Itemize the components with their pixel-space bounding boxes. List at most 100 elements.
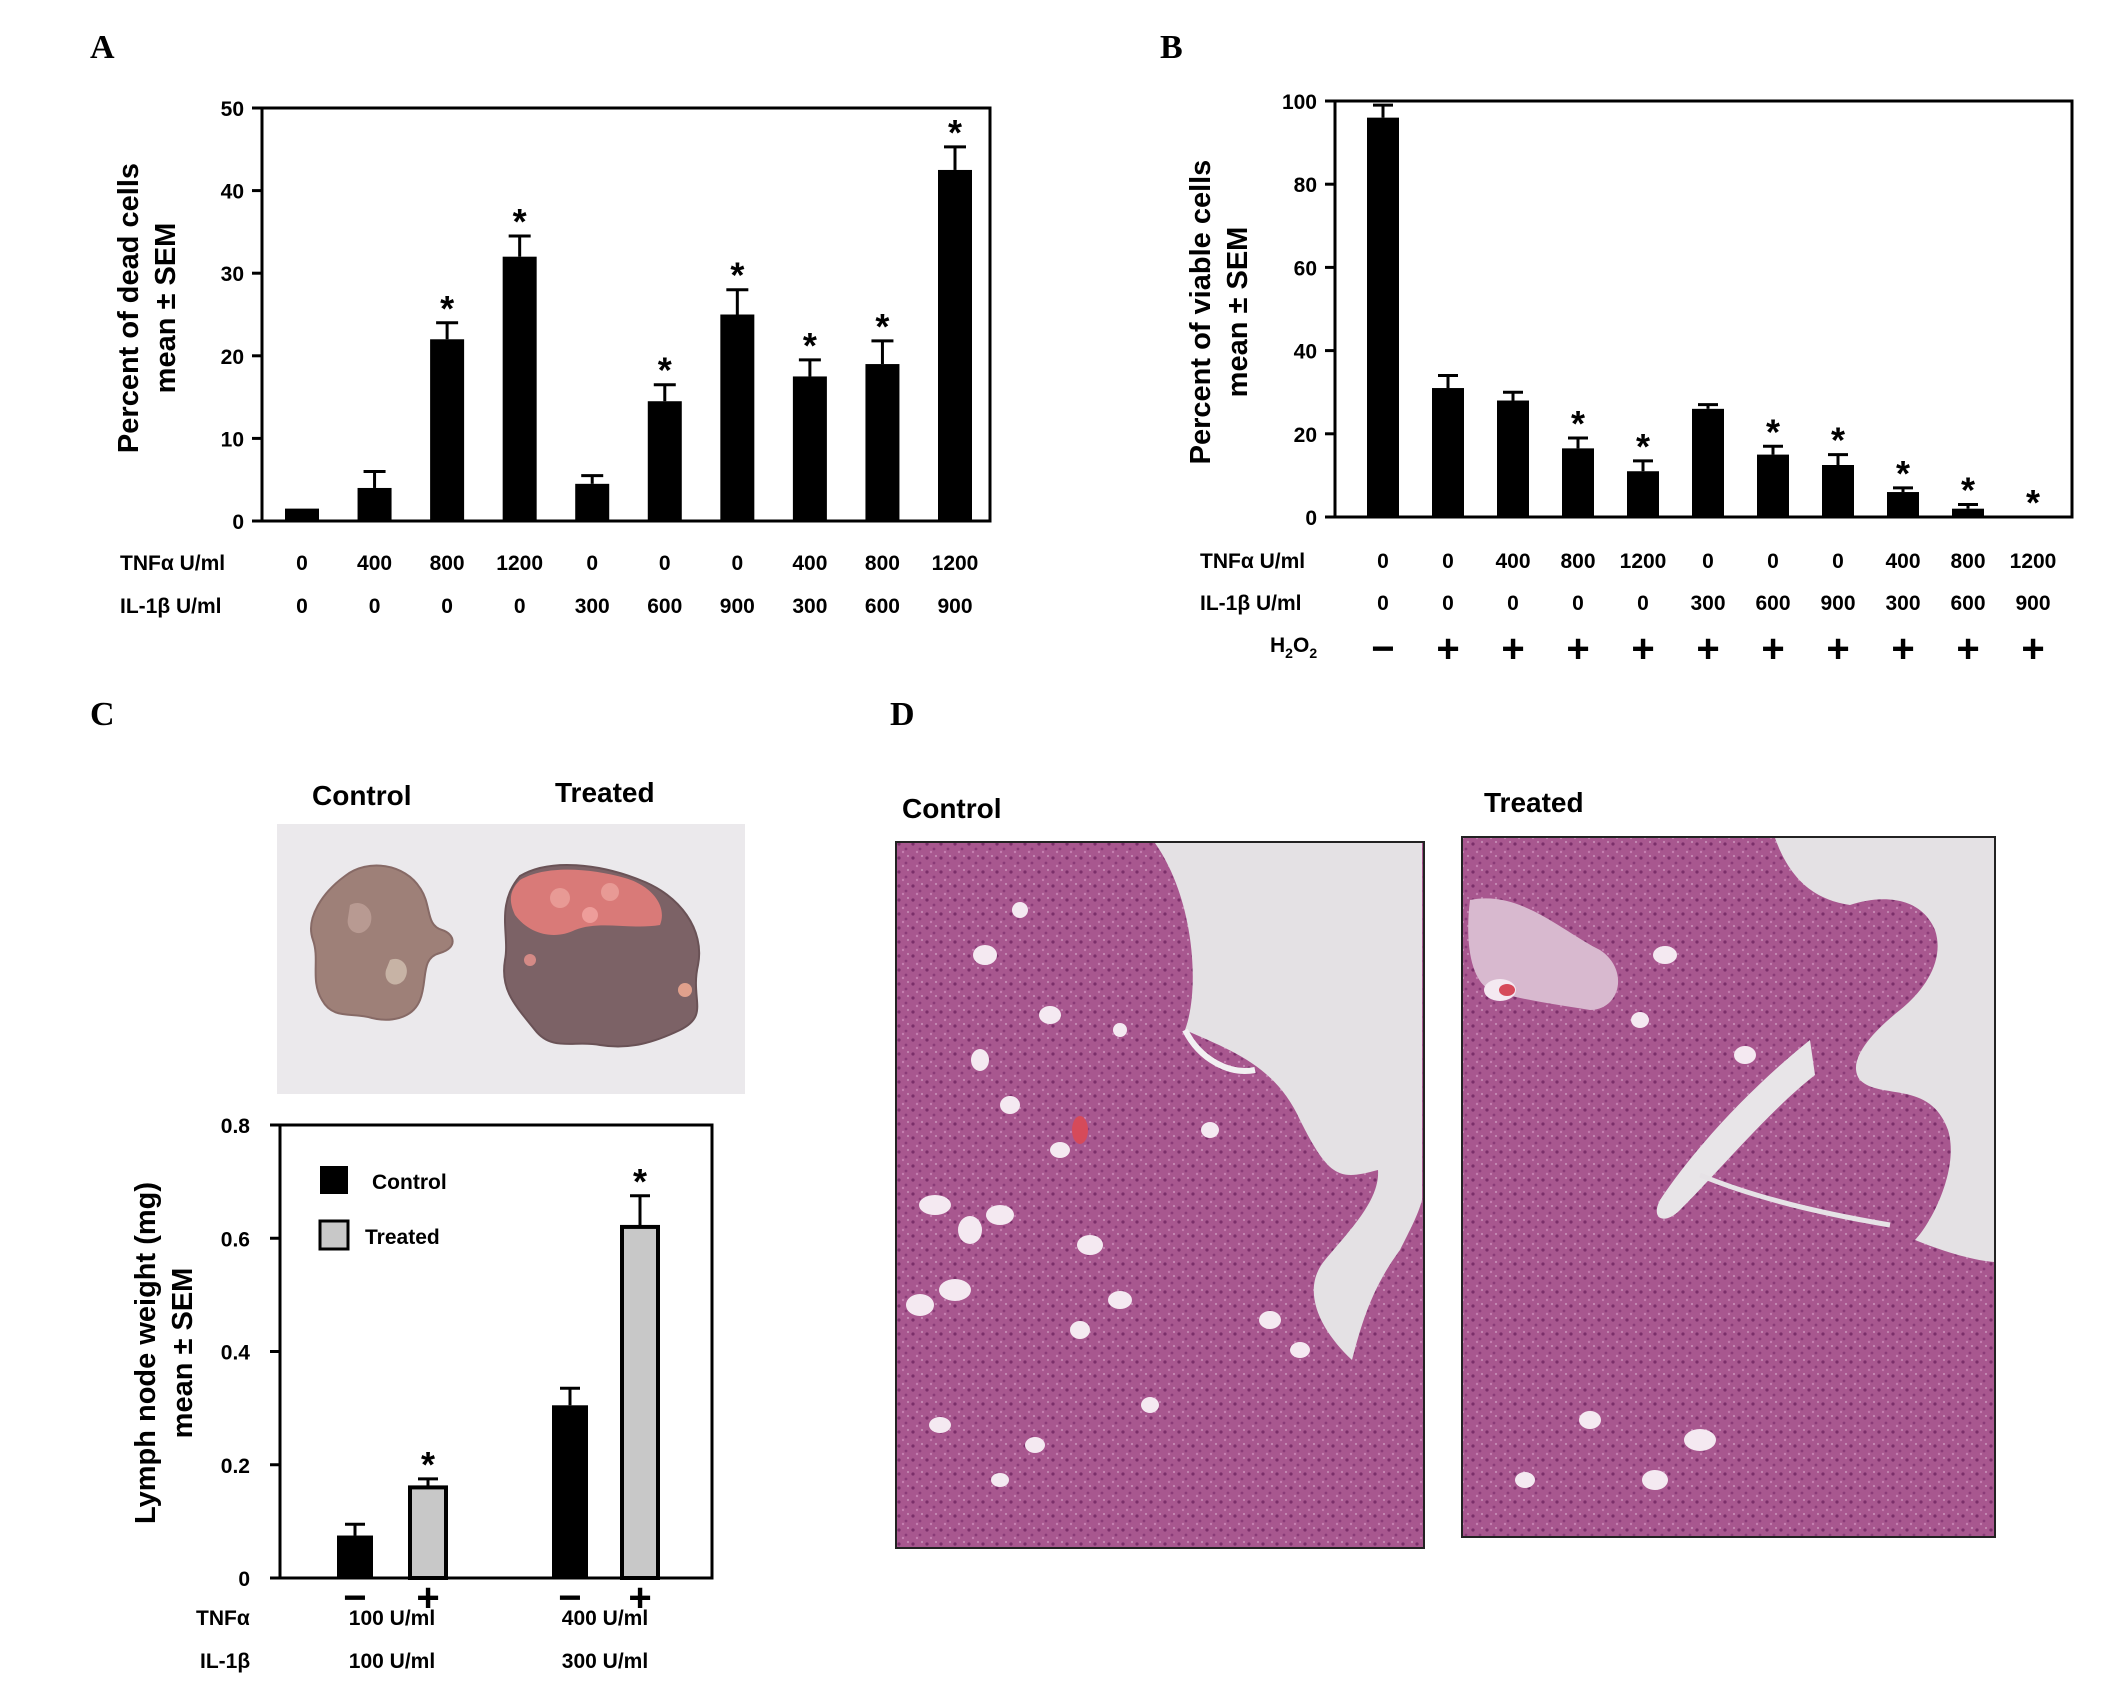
chart-b-ylabel-line1: Percent of viable cells (1185, 160, 1217, 465)
panel-letter-c: C (90, 696, 115, 733)
chart-a-ytick-label: 10 (221, 428, 244, 451)
chart-a-tnf-value: 800 (430, 552, 465, 575)
chart-b-ytick-label: 100 (1282, 91, 1317, 114)
photo-c-label-control: Control (312, 780, 412, 811)
chart-c-plus-sign: + (416, 1576, 439, 1620)
chart-a-significance-star: * (803, 325, 817, 366)
chart-b-ylabel-line2: mean ± SEM (1222, 227, 1254, 398)
chart-a-tnf-value: 400 (357, 552, 392, 575)
chart-b-h2o2-sign: + (2021, 627, 2044, 671)
chart-b-tnf-value: 0 (1702, 550, 1714, 573)
chart-a-bar (647, 401, 682, 521)
chart-b-bar (1497, 400, 1529, 517)
chart-a-significance-star: * (875, 306, 889, 347)
chart-c-ytick-label: 0.4 (221, 1342, 251, 1365)
chart-c-legend-label-treated: Treated (365, 1226, 440, 1249)
chart-b-tnf-value: 400 (1495, 550, 1530, 573)
chart-a-il1b-value: 0 (296, 595, 308, 618)
chart-b-h2o2-sign: + (1566, 627, 1589, 671)
chart-a-il1b-value: 900 (720, 595, 755, 618)
chart-b-tnf-value: 0 (1377, 550, 1389, 573)
chart-a-tnf-value: 0 (731, 552, 743, 575)
chart-c-ytick-label: 0.8 (221, 1115, 251, 1138)
chart-a-bar (575, 483, 610, 521)
chart-a-row-label-il1b: IL-1β U/ml (120, 595, 222, 618)
chart-b-tnf-value: 0 (1832, 550, 1844, 573)
chart-b-row-label-h2o2: H2O2 (1270, 634, 1317, 661)
chart-c-minus-sign: − (343, 1576, 366, 1620)
chart-c-significance-star: * (633, 1161, 647, 1202)
chart-b-tnf-value: 0 (1442, 550, 1454, 573)
chart-b-il1b-value: 300 (1690, 592, 1725, 615)
chart-b-il1b-value: 900 (2015, 592, 2050, 615)
chart-a-tnf-value: 1200 (496, 552, 543, 575)
chart-b-h2o2-sign: − (1371, 627, 1394, 671)
histology-label-control: Control (902, 793, 1002, 824)
chart-c-legend-swatch-control (320, 1166, 348, 1194)
chart-b-bar (1822, 465, 1854, 517)
chart-b-bar (1887, 492, 1919, 517)
chart-b-bar (1562, 448, 1594, 517)
chart-c-bar-treated (408, 1485, 448, 1581)
chart-c-plus-sign: + (628, 1576, 651, 1620)
panel-letter-a: A (90, 29, 115, 66)
chart-b-significance-star: * (1766, 411, 1780, 452)
chart-a-il1b-value: 600 (647, 595, 682, 618)
chart-a-il1b-value: 300 (792, 595, 827, 618)
chart-c-ytick-label: 0 (238, 1568, 250, 1591)
chart-a-il1b-value: 0 (441, 595, 453, 618)
chart-b-bar (1952, 508, 1984, 517)
chart-b: 0 20 40 60 80 100 0 0 − 0 0 +400 0 + * 800 0 + * 1200 0 +0 300… (1282, 91, 2074, 671)
chart-a-bar (357, 487, 392, 521)
chart-b-h2o2-sign: + (1436, 627, 1459, 671)
chart-b-bar (1432, 388, 1464, 517)
chart-c-group1-il1b: 100 U/ml (349, 1650, 435, 1673)
chart-b-bar (1367, 117, 1399, 517)
chart-a-tnf-value: 800 (865, 552, 900, 575)
chart-a-il1b-value: 0 (369, 595, 381, 618)
chart-b-ytick-label: 80 (1294, 174, 1317, 197)
chart-a-bar (938, 169, 972, 521)
chart-b-il1b-value: 600 (1950, 592, 1985, 615)
chart-a-significance-star: * (513, 201, 527, 242)
chart-c-ytick-label: 0.6 (221, 1228, 250, 1251)
chart-a-ytick-label: 40 (221, 181, 244, 204)
chart-a-significance-star: * (730, 255, 744, 296)
chart-b-h2o2-sign: + (1631, 627, 1654, 671)
chart-b-ytick-label: 0 (1305, 507, 1317, 530)
chart-c-group2-tnf: 400 U/ml (562, 1607, 648, 1630)
chart-b-il1b-value: 600 (1755, 592, 1790, 615)
chart-c-legend-label-control: Control (372, 1171, 447, 1194)
chart-a-tnf-value: 0 (586, 552, 598, 575)
chart-a-ytick-label: 20 (221, 346, 244, 369)
histology-treated (1461, 836, 1996, 1538)
chart-b-significance-star: * (1571, 403, 1585, 444)
chart-b-bar (1692, 408, 1724, 517)
chart-c-bar-control (337, 1535, 373, 1578)
chart-a-tnf-value: 400 (792, 552, 827, 575)
chart-c-bar-treated (620, 1224, 660, 1581)
chart-b-tnf-value: 1200 (1620, 550, 1667, 573)
chart-b-ytick-label: 40 (1294, 341, 1317, 364)
chart-c-ylabel-line2: mean ± SEM (167, 1268, 199, 1439)
chart-a-row-label-tnf: TNFα U/ml (120, 552, 225, 575)
chart-b-row-label-tnf: TNFα U/ml (1200, 550, 1305, 573)
panel-letter-b: B (1160, 29, 1183, 66)
chart-c-row-label-il1b: IL-1β (200, 1650, 250, 1673)
chart-a-il1b-value: 300 (575, 595, 610, 618)
chart-b-significance-star: * (1896, 453, 1910, 494)
chart-b-row-label-il1b: IL-1β U/ml (1200, 592, 1302, 615)
chart-a-ytick-label: 50 (221, 98, 244, 121)
chart-c-ylabel-line1: Lymph node weight (mg) (130, 1182, 162, 1524)
chart-b-il1b-value: 0 (1507, 592, 1519, 615)
lymph-node-photo (277, 824, 745, 1094)
chart-b-bar (1757, 454, 1789, 517)
histology-label-treated: Treated (1484, 787, 1584, 818)
chart-c-legend-swatch-treated (318, 1219, 350, 1251)
chart-a-bar (285, 508, 319, 521)
photo-c-label-treated: Treated (555, 777, 655, 808)
chart-b-h2o2-sign: + (1696, 627, 1719, 671)
chart-a-ylabel-line2: mean ± SEM (150, 223, 182, 394)
chart-b-tnf-value: 400 (1885, 550, 1920, 573)
chart-c-group2-il1b: 300 U/ml (562, 1650, 648, 1673)
